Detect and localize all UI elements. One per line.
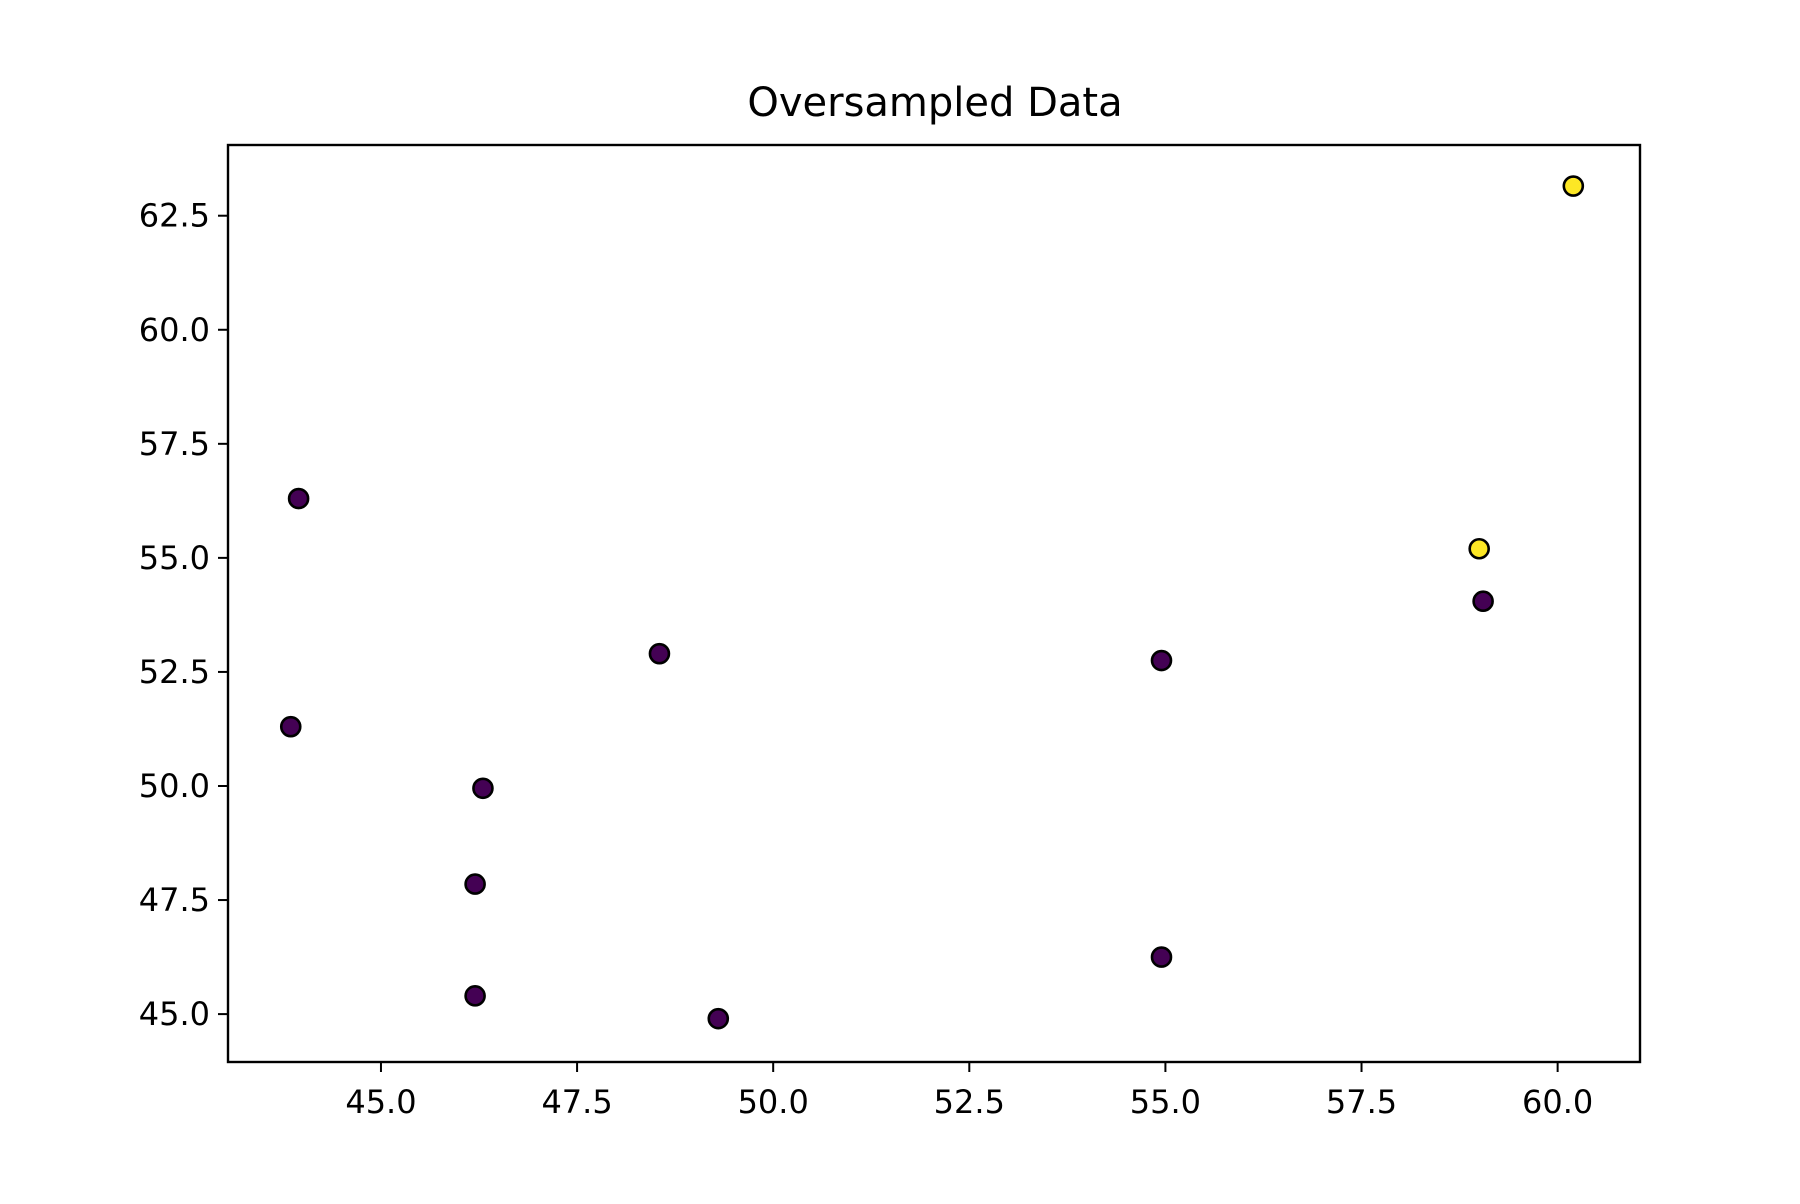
y-tick-label: 57.5 [139,425,210,463]
x-tick-label: 47.5 [541,1083,612,1121]
data-point [648,642,671,665]
x-tick-label: 55.0 [1130,1083,1201,1121]
data-point [287,487,310,510]
x-tick-label: 45.0 [345,1083,416,1121]
y-axis: 45.0 47.5 50.0 52.5 55.0 57.5 60.0 62.5 [139,197,228,1033]
y-tick-label: 50.0 [139,767,210,805]
data-point [464,873,486,895]
x-axis: 45.0 47.5 50.0 52.5 55.0 57.5 60.0 [345,1062,1593,1121]
y-tick-label: 60.0 [139,311,210,349]
y-tick-label: 47.5 [139,881,210,919]
x-tick-label: 52.5 [934,1083,1005,1121]
data-points [279,175,1585,1030]
plot-frame [226,143,1642,1064]
data-point [1150,946,1173,968]
x-tick-label: 57.5 [1326,1083,1397,1121]
data-point [1562,175,1585,197]
x-tick-label: 60.0 [1522,1083,1593,1121]
data-point [707,1007,730,1030]
data-point [472,777,494,800]
data-point [1472,590,1494,613]
chart-title: Oversampled Data [747,80,1122,126]
data-point [464,985,486,1007]
y-tick-label: 62.5 [139,197,210,235]
y-tick-label: 52.5 [139,653,210,691]
data-point [279,715,302,738]
y-tick-label: 45.0 [139,995,210,1033]
x-tick-label: 50.0 [738,1083,809,1121]
y-tick-label: 55.0 [139,539,210,577]
data-point [1468,537,1490,560]
data-point [1150,649,1173,672]
